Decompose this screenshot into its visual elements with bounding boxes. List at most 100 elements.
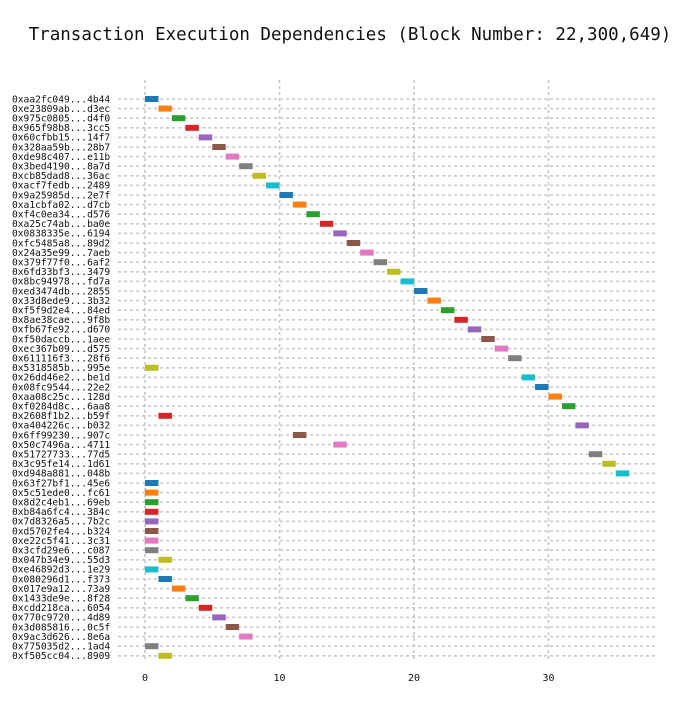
tx-label: 0xa25c74ab...ba0e xyxy=(12,219,110,230)
tx-label: 0x24a35e99...7aeb xyxy=(12,248,110,259)
tx-label: 0x328aa59b...28b7 xyxy=(12,142,110,153)
x-tick-label: 10 xyxy=(273,673,285,684)
tx-label: 0x08fc9544...22e2 xyxy=(12,382,110,393)
tx-bar xyxy=(427,297,441,304)
tx-bar xyxy=(535,384,549,390)
tx-bar xyxy=(145,499,159,506)
tx-label: 0xd948a881...048b xyxy=(12,469,110,480)
tx-bar xyxy=(212,144,226,150)
tx-bar xyxy=(266,182,280,189)
tx-label: 0x0838335e...6194 xyxy=(12,229,110,240)
tx-label: 0x965f98b8...3cc5 xyxy=(12,123,110,134)
tx-bar xyxy=(454,316,468,323)
tx-label: 0x8d2c4eb1...69eb xyxy=(12,498,110,509)
y-axis-labels: 0xaa2fc049...4b440xe23809ab...d3ec0x975c… xyxy=(12,94,110,662)
tx-label: 0xacf7fedb...2489 xyxy=(12,181,110,192)
tx-label: 0x3bed4190...8a7d xyxy=(12,162,110,173)
tx-bar xyxy=(239,633,253,640)
tx-bar xyxy=(171,115,186,122)
tx-label: 0x60cfbb15...14f7 xyxy=(12,133,110,144)
tx-bar xyxy=(198,134,213,141)
tx-label: 0xed3474db...2855 xyxy=(12,286,110,297)
tx-label: 0xa1cbfa02...d7cb xyxy=(12,200,110,211)
tx-label: 0x017e9a12...73a9 xyxy=(12,584,110,595)
tx-bar xyxy=(481,336,495,342)
tx-bar xyxy=(494,345,509,352)
tx-bar xyxy=(373,259,388,266)
tx-bar xyxy=(306,211,320,218)
tx-label: 0x9ac3d626...8e6a xyxy=(12,632,110,643)
x-tick-label: 30 xyxy=(542,673,554,684)
tx-label: 0xf50daccb...1aee xyxy=(12,334,110,345)
tx-label: 0x047b34e9...55d3 xyxy=(12,555,110,566)
tx-bar xyxy=(319,220,334,227)
tx-label: 0x6ff99230...907c xyxy=(12,430,110,441)
tx-bar xyxy=(225,153,240,160)
tx-bar xyxy=(145,96,159,102)
tx-label: 0x8ae38cae...9f8b xyxy=(12,315,110,326)
tx-label: 0x63f27bf1...45e6 xyxy=(12,478,110,489)
tx-bar xyxy=(400,278,414,285)
bars xyxy=(145,96,630,659)
tx-bar xyxy=(575,422,589,429)
tx-bar xyxy=(158,556,172,563)
tx-label: 0x50c7496a...4711 xyxy=(12,440,110,451)
tx-label: 0xf4c0ea34...d576 xyxy=(12,210,110,221)
tx-label: 0x51727733...77d5 xyxy=(12,450,110,461)
tx-label: 0x6fd33bf3...3479 xyxy=(12,267,110,278)
tx-label: 0xf5f9d2e4...84ed xyxy=(12,306,110,317)
tx-bar xyxy=(145,518,159,525)
tx-label: 0x770c9720...4d89 xyxy=(12,613,110,624)
tx-bar xyxy=(198,604,213,611)
tx-bar xyxy=(588,451,603,458)
tx-label: 0x379f77f0...6af2 xyxy=(12,258,110,269)
tx-label: 0x3cfd29e6...c087 xyxy=(12,546,110,557)
tx-bar xyxy=(158,576,172,582)
tx-bar xyxy=(346,240,361,246)
tx-label: 0x611116f3...28f6 xyxy=(12,354,110,365)
tx-label: 0xe22c5f41...3c31 xyxy=(12,536,110,547)
tx-label: 0x975c0805...d4f0 xyxy=(12,114,110,125)
tx-label: 0x2608f1b2...b59f xyxy=(12,411,110,422)
tx-bar xyxy=(333,441,347,448)
tx-bar xyxy=(145,508,159,515)
tx-bar xyxy=(145,480,159,486)
tx-label: 0x775035d2...1ad4 xyxy=(12,642,110,653)
tx-bar xyxy=(145,566,159,573)
tx-bar xyxy=(212,614,226,621)
tx-label: 0x33d8ede9...3b32 xyxy=(12,296,110,307)
tx-bar xyxy=(440,307,455,314)
tx-bar xyxy=(615,470,630,477)
tx-bar xyxy=(387,268,401,275)
tx-label: 0x080296d1...f373 xyxy=(12,574,110,585)
tx-bar xyxy=(158,105,172,112)
tx-bar xyxy=(145,537,159,544)
tx-bar xyxy=(185,595,199,602)
tx-label: 0x3c95fe14...1d61 xyxy=(12,459,110,470)
tx-label: 0xfb67fe92...d670 xyxy=(12,325,110,336)
tx-label: 0xcb85dad8...36ac xyxy=(12,171,110,182)
tx-label: 0xfc5485a8...89d2 xyxy=(12,238,110,249)
tx-label: 0xd5702fe4...b324 xyxy=(12,526,110,537)
tx-bar xyxy=(279,192,293,198)
tx-bar xyxy=(252,172,267,179)
tx-label: 0x8bc94978...fd7a xyxy=(12,277,110,288)
tx-label: 0x5c51ede0...fc61 xyxy=(12,488,110,499)
tx-bar xyxy=(145,489,159,496)
tx-bar xyxy=(145,528,159,534)
tx-bar xyxy=(145,547,159,554)
tx-bar xyxy=(158,412,172,419)
tx-bar xyxy=(508,355,522,362)
tx-bar xyxy=(185,124,199,131)
tx-label: 0xec367b09...d575 xyxy=(12,344,110,355)
tx-bar xyxy=(333,230,347,237)
tx-bar xyxy=(145,364,159,371)
x-tick-label: 0 xyxy=(142,673,148,684)
tx-bar xyxy=(239,163,253,170)
tx-label: 0xf0284d8c...6aa8 xyxy=(12,402,110,413)
tx-label: 0xaa08c25c...128d xyxy=(12,392,110,403)
x-axis-tick-labels: 0 10 20 30 xyxy=(142,673,555,684)
tx-label: 0x9a25985d...2e7f xyxy=(12,190,110,201)
tx-label: 0x26dd46e2...be1d xyxy=(12,373,110,384)
